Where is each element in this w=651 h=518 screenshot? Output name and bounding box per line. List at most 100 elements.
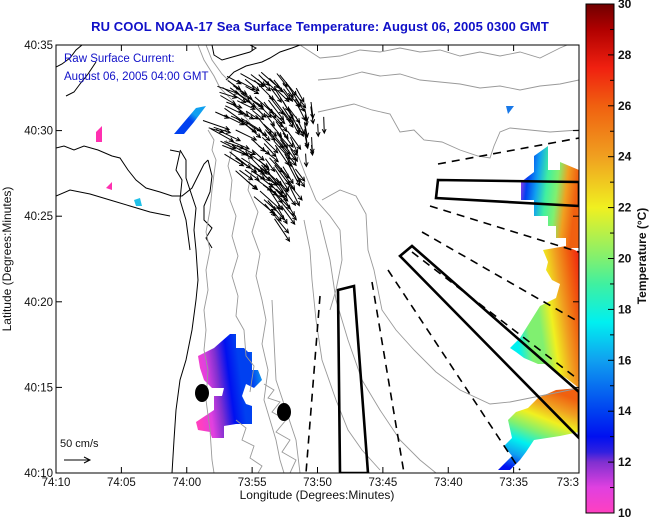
y-tick-label: 40:35 [24, 40, 53, 52]
colorbar-tick-label: 12 [618, 455, 632, 469]
x-tick-label: 74:05 [107, 477, 136, 489]
current-vector [259, 190, 281, 210]
current-legend-title: Raw Surface Current: [64, 53, 175, 65]
current-vector [236, 145, 257, 155]
plot-frame [55, 44, 580, 474]
sst-patch-east-middle [510, 246, 579, 388]
current-vector [210, 128, 235, 142]
chart-title: RU COOL NOAA-17 Sea Surface Temperature:… [91, 19, 549, 34]
x-tick-label: 73:50 [303, 477, 332, 489]
current-vector [290, 148, 298, 163]
current-vector [303, 153, 309, 168]
current-vector [224, 153, 245, 167]
sst-patch-small-2 [106, 182, 112, 190]
current-vector [202, 120, 231, 131]
colorbar-ticks: 30 28 26 24 22 20 18 16 14 12 10 [608, 0, 632, 518]
x-tick-label: 73:55 [238, 477, 267, 489]
sst-patches [96, 106, 579, 470]
current-vector [285, 179, 303, 201]
current-vector [295, 98, 306, 113]
colorbar-tick-label: 20 [618, 252, 632, 266]
colorbar-tick-label: 24 [618, 150, 632, 164]
coastline [56, 45, 301, 473]
current-vector [215, 128, 242, 142]
y-tick-label: 40:30 [24, 126, 53, 138]
current-vector [280, 205, 296, 226]
vector-scale-arrow [64, 456, 92, 464]
sst-patch-small-3 [134, 198, 142, 206]
current-vector [290, 136, 299, 154]
y-axis: 40:35 40:30 40:25 40:20 40:15 40:10 [24, 40, 579, 480]
current-vector [279, 199, 298, 221]
current-vector [238, 110, 255, 120]
current-vector [251, 149, 265, 161]
current-vector [264, 158, 276, 173]
current-vector [303, 114, 309, 127]
current-vector [244, 169, 260, 181]
current-vector [246, 180, 259, 191]
current-vector [279, 144, 297, 167]
current-vector [276, 206, 288, 225]
current-vector [270, 87, 282, 103]
current-vector [243, 122, 262, 139]
sst-patch-east-south [498, 388, 579, 470]
current-vector [245, 85, 260, 95]
current-vector [321, 116, 327, 135]
sst-patch-small-1 [96, 126, 102, 142]
current-vector [280, 184, 297, 207]
x-tick-label: 73:35 [499, 477, 528, 489]
colorbar-tick-label: 28 [618, 48, 632, 62]
current-vector [295, 87, 305, 103]
current-vector [288, 115, 300, 136]
x-tick-label: 73:40 [434, 477, 463, 489]
current-vector [244, 78, 260, 92]
current-vector [239, 169, 254, 181]
current-vector [261, 148, 280, 163]
current-vector [257, 129, 271, 142]
current-vector [286, 130, 302, 151]
colorbar-tick-label: 26 [618, 99, 632, 113]
x-axis-label: Longitude (Degrees:Minutes) [240, 488, 395, 502]
x-tick-label: 74:10 [42, 477, 71, 489]
current-vector [245, 110, 259, 120]
current-vector [263, 143, 277, 158]
x-axis: 74:10 74:05 74:00 73:55 73:50 73:45 73:40 73:35… [42, 45, 580, 489]
current-legend-time: August 06, 2005 04:00 GMT [64, 71, 208, 83]
y-tick-label: 40:25 [24, 211, 53, 223]
current-vector [288, 164, 300, 187]
current-vector [263, 123, 278, 137]
colorbar-tick-label: 30 [618, 0, 632, 11]
survey-boxes [336, 178, 579, 473]
y-tick-label: 40:20 [24, 297, 53, 309]
colorbar-tick-label: 10 [618, 506, 632, 518]
survey-box-diagonal [398, 244, 579, 440]
current-vector [230, 140, 251, 150]
colorbar-label: Temperature (°C) [635, 208, 649, 305]
current-vector [249, 102, 267, 118]
current-vector [261, 136, 279, 154]
current-vector [266, 106, 286, 125]
vector-scale-label: 50 cm/s [60, 438, 99, 450]
current-vector [222, 87, 247, 104]
current-vector [315, 123, 321, 138]
survey-box-east [434, 178, 579, 208]
current-vector [226, 75, 242, 85]
current-vector [276, 118, 288, 133]
current-vector [282, 112, 294, 129]
current-vector [282, 132, 294, 149]
colorbar-tick-label: 14 [618, 404, 632, 418]
current-vector [252, 110, 265, 121]
x-tick-label: 73:45 [368, 477, 397, 489]
sst-patch-small-4 [174, 106, 206, 134]
y-tick-label: 40:10 [24, 468, 53, 480]
current-vector [215, 111, 230, 119]
x-tick-label: 74:00 [172, 477, 201, 489]
current-vector [258, 159, 270, 171]
current-vector [213, 126, 232, 134]
current-vector [274, 169, 290, 192]
mooring-marker [277, 403, 291, 421]
y-axis-label: Latitude (Degrees:Minutes) [0, 187, 14, 332]
sst-patch-nearshore [196, 334, 262, 438]
current-vector [274, 88, 290, 103]
current-vector [227, 80, 242, 91]
